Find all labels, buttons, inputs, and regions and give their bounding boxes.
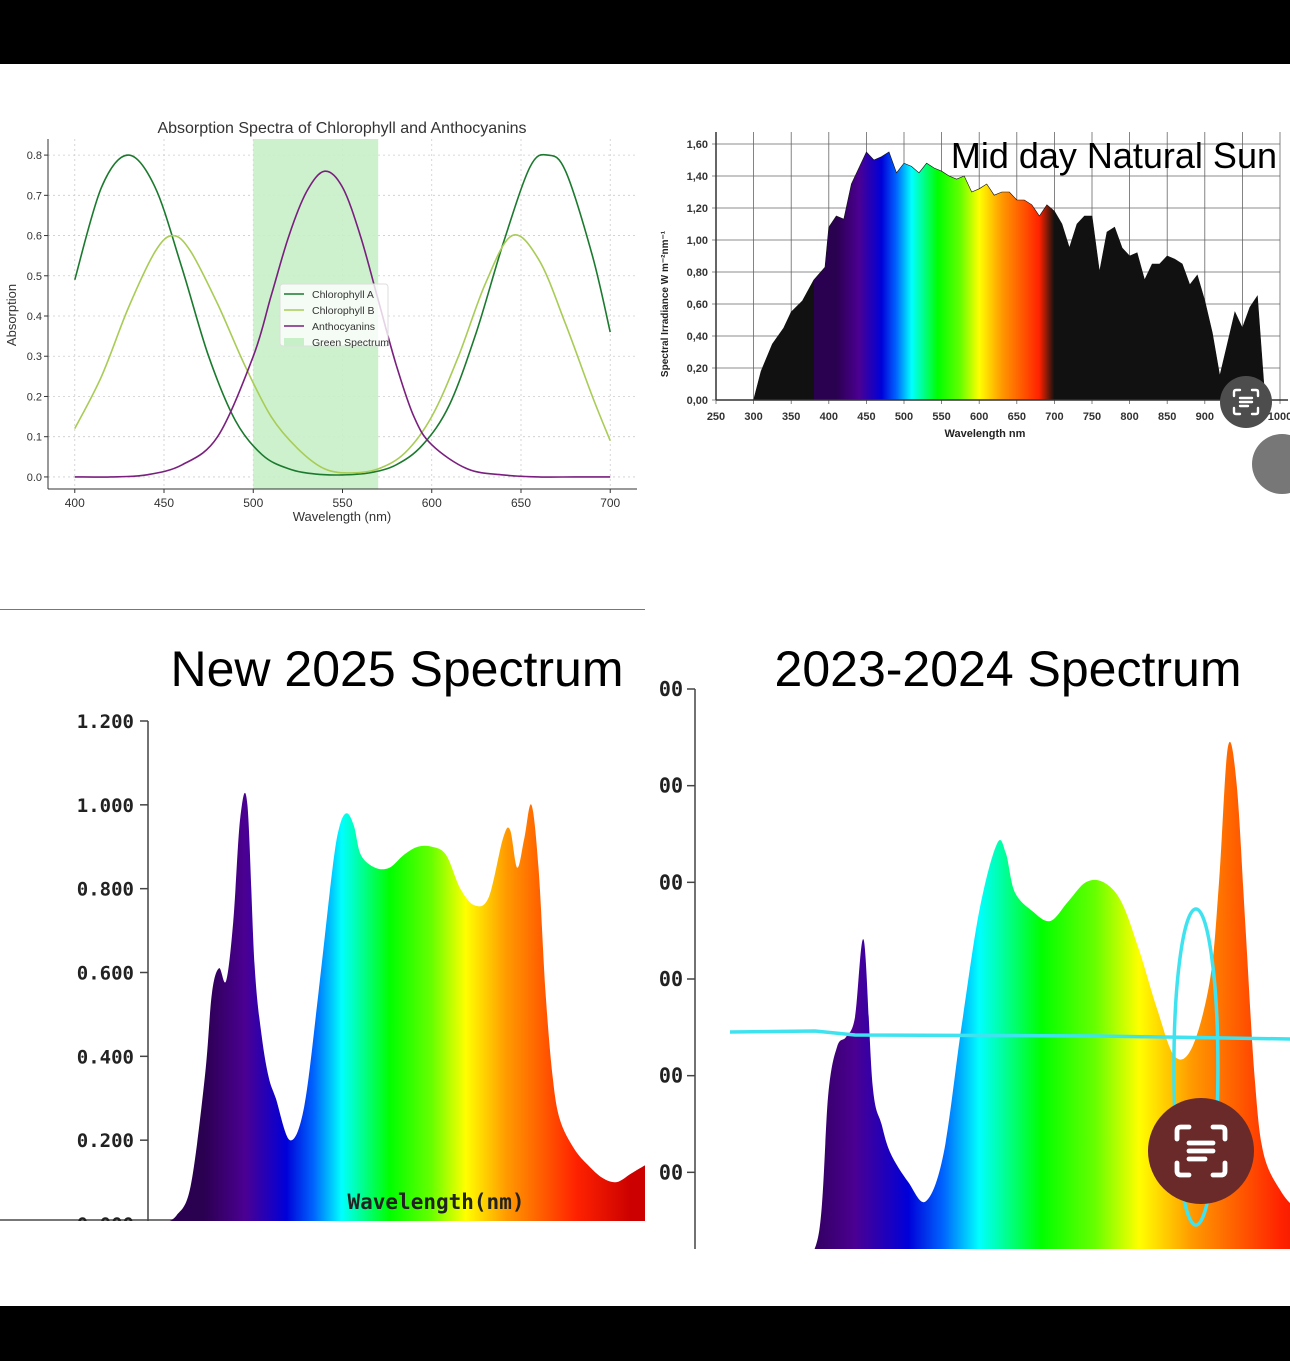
x-tick-label: 450 (857, 411, 875, 423)
y-tick-label: 0.4 (27, 311, 42, 323)
x-tick-label: 800 (1120, 411, 1138, 423)
legend-label: Chlorophyll B (312, 305, 374, 317)
y-tick-label: 0.2 (27, 391, 42, 403)
y-axis-label: Spectral Irradiance W m⁻²nm⁻¹ (660, 230, 671, 377)
x-axis-label: Wavelength (nm) (293, 509, 392, 524)
y-tick-label: 0.1 (27, 432, 42, 444)
y-tick-label: 1,20 (687, 203, 708, 215)
x-tick-label: 350 (782, 411, 800, 423)
x-tick-label: 550 (932, 411, 950, 423)
y-axis-label: Absorption (4, 284, 19, 346)
y-tick-label: 0.800 (77, 879, 134, 901)
x-axis-label: Wavelength(nm) (347, 1190, 524, 1214)
y-tick-label: 0.200 (77, 1130, 134, 1152)
y-tick-label: 0.5 (27, 271, 42, 283)
y-tick-label: 1.000 (77, 795, 134, 817)
chart-title: Absorption Spectra of Chlorophyll and An… (157, 120, 526, 137)
series-line-chlorophyll-a (74, 153, 611, 476)
chart-title: Mid day Natural Sun (951, 135, 1277, 176)
x-tick-label: 300 (744, 411, 762, 423)
y-tick-label: 0.8 (27, 150, 42, 162)
y-tick-label: 0,40 (687, 331, 708, 343)
y-tick-label: 0,80 (687, 267, 708, 279)
x-tick-label: 600 (422, 496, 442, 510)
x-tick-label: 450 (154, 496, 174, 510)
legend-box (279, 283, 389, 347)
collage-canvas: Absorption Spectra of Chlorophyll and An… (0, 64, 1290, 1306)
lens-button[interactable] (1220, 376, 1272, 428)
chart-title: 2023-2024 Spectrum (775, 641, 1242, 697)
annotation-line (729, 1029, 1290, 1041)
sun-spectrum-panel: 250 300 350 400 450 500 550 600 650 700 750 800 850 9… (648, 124, 1290, 504)
y-tick-label: 0.0 (27, 472, 42, 484)
x-tick-label: 700 (600, 496, 620, 510)
chart-title: New 2025 Spectrum (170, 641, 623, 697)
x-axis-label: Wavelength nm (945, 428, 1026, 440)
x-tick-label: 500 (895, 411, 913, 423)
legend-label: Green Spectrum (312, 337, 389, 349)
x-tick-label: 650 (511, 496, 531, 510)
y-tick-label: 1,40 (687, 171, 708, 183)
x-tick-label: 1000 (1268, 411, 1290, 423)
y-tick-label: 00 (659, 774, 683, 798)
x-tick-label: 600 (970, 411, 988, 423)
y-tick-label: 0.000 (77, 1214, 134, 1221)
y-tick-label: 00 (659, 677, 683, 701)
y-tick-label: 00 (659, 967, 683, 991)
x-tick-label: 900 (1196, 411, 1214, 423)
x-tick-label: 400 (65, 496, 85, 510)
y-tick-label: 00 (659, 870, 683, 894)
scan-text-icon (1174, 1124, 1228, 1178)
absorption-chart: Absorption Spectra of Chlorophyll and An… (4, 120, 637, 524)
y-tick-label: 1.200 (77, 711, 134, 733)
y-tick-label: 00 (659, 1064, 683, 1088)
y-tick-label: 1,00 (687, 235, 708, 247)
x-tick-label: 850 (1158, 411, 1176, 423)
x-tick-label: 250 (707, 411, 725, 423)
new-spectrum-panel: 0.0000.2000.4000.6000.8001.0001.20038050… (0, 609, 645, 1221)
series-line-anthocyanins (74, 170, 611, 478)
new-spectrum-chart: 0.0000.2000.4000.6000.8001.0001.20038050… (0, 609, 645, 1221)
irradiance-area (716, 151, 1280, 401)
annotation-ellipse (1172, 907, 1220, 1227)
y-tick-label: 0,00 (687, 395, 708, 407)
x-tick-label: 400 (820, 411, 838, 423)
x-tick-label: 500 (243, 496, 263, 510)
y-tick-label: 1,60 (687, 139, 708, 151)
y-tick-label: 00 (659, 1160, 683, 1184)
scan-text-icon (1232, 388, 1260, 416)
absorption-chart-panel: Absorption Spectra of Chlorophyll and An… (0, 64, 645, 544)
series-line-chlorophyll-b (74, 234, 611, 474)
legend-label: Chlorophyll A (312, 289, 374, 301)
spectrum-area (169, 792, 645, 1221)
y-tick-label: 0.400 (77, 1046, 134, 1068)
x-tick-label: 750 (1083, 411, 1101, 423)
legend-swatch (284, 338, 304, 346)
lens-button-large[interactable] (1148, 1098, 1254, 1204)
y-tick-label: 0,60 (687, 299, 708, 311)
sun-spectrum-chart: 250 300 350 400 450 500 550 600 650 700 750 800 850 9… (660, 132, 1290, 440)
x-tick-label: 550 (332, 496, 352, 510)
y-tick-label: 0.6 (27, 231, 42, 243)
x-tick-label: 650 (1008, 411, 1026, 423)
y-tick-label: 0.7 (27, 190, 42, 202)
x-tick-label: 700 (1045, 411, 1063, 423)
y-tick-label: 0,20 (687, 363, 708, 375)
legend-label: Anthocyanins (312, 321, 375, 333)
y-tick-label: 0.3 (27, 351, 42, 363)
y-tick-label: 0.600 (77, 963, 134, 985)
